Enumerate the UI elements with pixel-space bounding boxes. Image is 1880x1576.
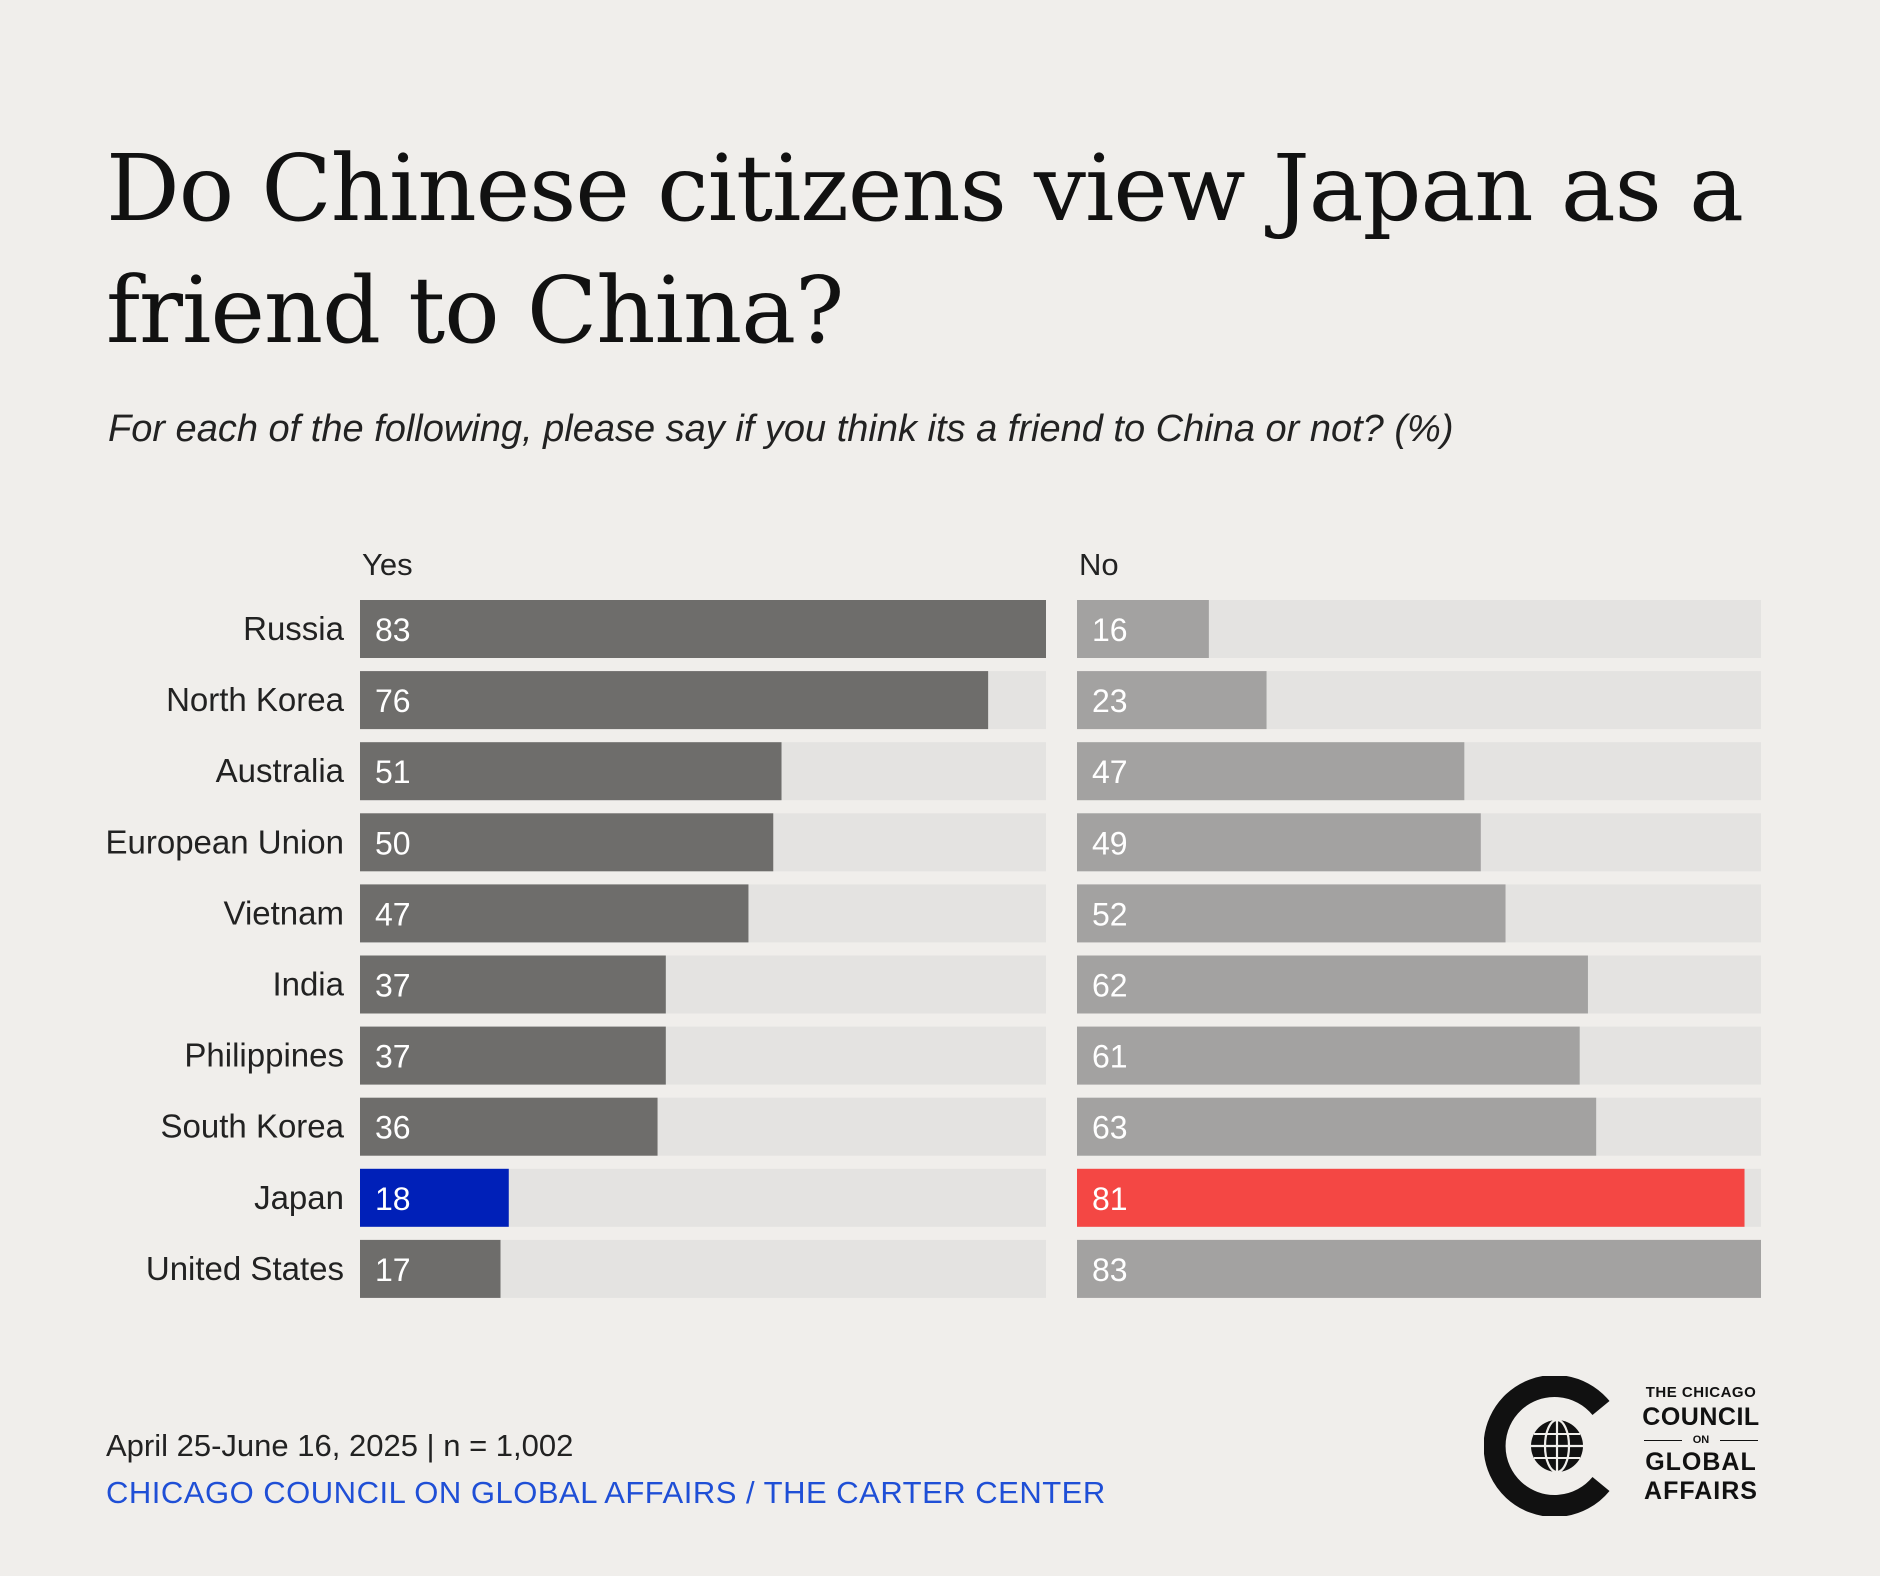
logo-line-1: THE CHICAGO (1645, 1384, 1757, 1401)
globe-icon (1531, 1418, 1583, 1474)
bar-no-european-union (1077, 813, 1481, 872)
bar-no-south-korea (1077, 1097, 1597, 1156)
value-label-no-philippines: 61 (1092, 1039, 1128, 1075)
bar-no-united-states (1077, 1239, 1761, 1298)
bar-yes-south-korea (360, 1097, 658, 1156)
category-label-south-korea: South Korea (161, 1108, 345, 1145)
logo-line-2: COUNCIL (1642, 1403, 1760, 1431)
value-label-no-india: 62 (1092, 968, 1128, 1004)
bar-yes-india (360, 955, 666, 1014)
category-label-russia: Russia (243, 610, 345, 647)
value-label-yes-india: 37 (375, 968, 411, 1004)
bar-no-japan (1077, 1168, 1745, 1227)
bar-no-philippines (1077, 1026, 1580, 1085)
chart-title: Do Chinese citizens view Japan as a frie… (106, 135, 1744, 364)
category-label-india: India (272, 966, 344, 1003)
value-label-no-united-states: 83 (1092, 1252, 1128, 1288)
bar-yes-russia (360, 600, 1046, 658)
category-label-north-korea: North Korea (166, 681, 345, 718)
bar-yes-japan (360, 1168, 509, 1227)
chart-subtitle: For each of the following, please say if… (108, 408, 1454, 450)
survey-date: April 25-June 16, 2025 | n = 1,002 (106, 1428, 574, 1463)
c-ring-icon (1484, 1376, 1610, 1516)
value-label-yes-south-korea: 36 (375, 1110, 411, 1146)
bar-no-north-korea (1077, 671, 1267, 730)
bar-no-india (1077, 955, 1588, 1014)
value-label-yes-north-korea: 76 (375, 683, 411, 719)
bar-yes-european-union (360, 813, 774, 872)
value-label-yes-russia: 83 (375, 612, 411, 648)
value-label-no-south-korea: 63 (1092, 1110, 1128, 1146)
category-label-australia: Australia (216, 752, 345, 789)
value-label-no-european-union: 49 (1092, 825, 1128, 861)
category-label-vietnam: Vietnam (224, 894, 344, 931)
series-header-yes: Yes (362, 547, 413, 582)
logo-line-4: GLOBAL (1645, 1448, 1757, 1476)
bar-yes-united-states (360, 1239, 501, 1298)
category-label-united-states: United States (146, 1250, 344, 1287)
council-logo (1484, 1376, 1610, 1516)
bar-yes-north-korea (360, 671, 989, 730)
value-label-yes-vietnam: 47 (375, 896, 411, 932)
value-label-yes-australia: 51 (375, 754, 411, 790)
bar-chart: Yes No Russia 83 16 North Korea 76 23 Australia 5… (105, 547, 1761, 1298)
logo-line-3: ON (1636, 1434, 1766, 1446)
category-label-philippines: Philippines (184, 1037, 344, 1074)
value-label-no-japan: 81 (1092, 1181, 1128, 1217)
category-label-japan: Japan (254, 1179, 344, 1216)
bar-yes-australia (360, 742, 782, 801)
series-header-no: No (1079, 547, 1119, 582)
bar-yes-philippines (360, 1026, 666, 1085)
bar-no-vietnam (1077, 884, 1506, 943)
value-label-no-north-korea: 23 (1092, 683, 1128, 719)
value-label-no-russia: 16 (1092, 612, 1128, 648)
value-label-no-australia: 47 (1092, 754, 1128, 790)
bar-no-australia (1077, 742, 1465, 801)
category-label-european-union: European Union (105, 823, 344, 860)
logo-wordmark: THE CHICAGO COUNCIL ON GLOBAL AFFAIRS (1636, 1384, 1766, 1506)
bar-no-russia (1077, 600, 1209, 658)
value-label-yes-european-union: 50 (375, 825, 411, 861)
logo-line-5: AFFAIRS (1644, 1477, 1758, 1505)
value-label-yes-philippines: 37 (375, 1039, 411, 1075)
value-label-yes-japan: 18 (375, 1181, 411, 1217)
value-label-yes-united-states: 17 (375, 1252, 411, 1288)
value-label-no-vietnam: 52 (1092, 896, 1128, 932)
source-credit: CHICAGO COUNCIL ON GLOBAL AFFAIRS / THE … (106, 1475, 1106, 1510)
bar-yes-vietnam (360, 884, 749, 943)
